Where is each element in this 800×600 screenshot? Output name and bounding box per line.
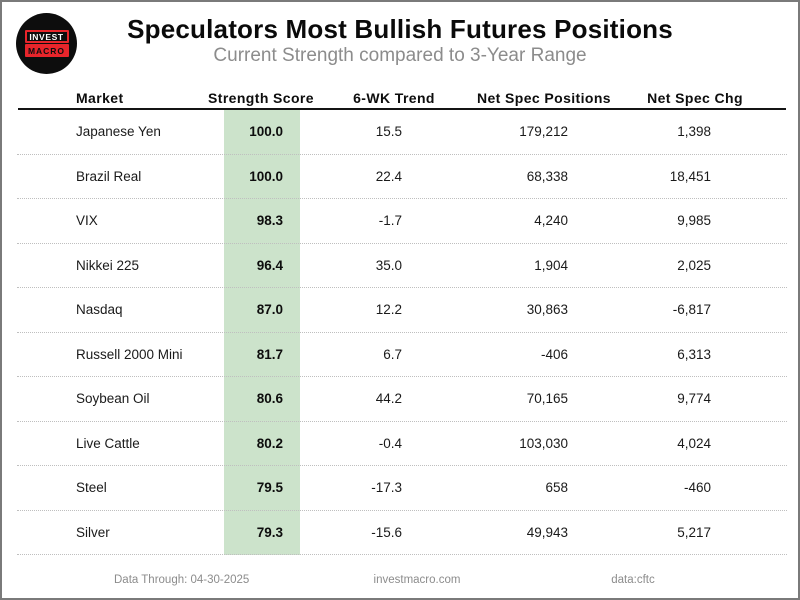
- table-row: Nasdaq 87.0 12.2 30,863 -6,817: [17, 288, 787, 333]
- net-spec-chg-cell: 6,313: [677, 346, 711, 362]
- strength-score-highlight-column: [224, 110, 300, 555]
- page-subtitle: Current Strength compared to 3-Year Rang…: [213, 45, 587, 66]
- logo-invest-text: INVEST: [24, 30, 69, 43]
- net-spec-chg-cell: 5,217: [677, 524, 711, 540]
- market-cell: Silver: [76, 524, 110, 540]
- market-cell: Steel: [76, 480, 107, 495]
- net-spec-positions-cell: 1,904: [534, 257, 568, 273]
- market-cell: Nasdaq: [76, 302, 123, 317]
- net-spec-positions-cell: 49,943: [526, 524, 568, 540]
- strength-score-cell: 79.3: [256, 524, 283, 540]
- net-spec-chg-cell: -460: [683, 480, 711, 495]
- net-spec-chg-cell: 1,398: [677, 124, 711, 139]
- table-row: Live Cattle 80.2 -0.4 103,030 4,024: [17, 422, 787, 466]
- table-header-row: Market Strength Score 6-WK Trend Net Spe…: [17, 88, 787, 108]
- strength-score-cell: 87.0: [256, 302, 283, 317]
- footer-data-source: data:cftc: [611, 574, 655, 586]
- net-spec-chg-cell: 2,025: [677, 257, 711, 273]
- trend-cell: 6.7: [383, 346, 402, 362]
- net-spec-positions-cell: 68,338: [526, 168, 568, 184]
- table-row: Steel 79.5 -17.3 658 -460: [17, 466, 787, 511]
- strength-score-cell: 80.6: [256, 391, 283, 406]
- strength-score-cell: 79.5: [256, 480, 283, 495]
- net-spec-chg-cell: 18,451: [669, 168, 711, 184]
- market-cell: VIX: [76, 213, 98, 228]
- footer-data-through: Data Through: 04-30-2025: [114, 574, 250, 586]
- table-row: Japanese Yen 100.0 15.5 179,212 1,398: [17, 110, 787, 155]
- net-spec-positions-cell: 179,212: [519, 124, 568, 139]
- table-body: Japanese Yen 100.0 15.5 179,212 1,398 Br…: [17, 110, 787, 555]
- strength-score-cell: 80.2: [256, 435, 283, 451]
- strength-score-cell: 100.0: [249, 124, 283, 139]
- net-spec-positions-cell: 103,030: [519, 435, 568, 451]
- trend-cell: 15.5: [375, 124, 402, 139]
- column-header-net-spec-positions: Net Spec Positions: [476, 90, 611, 106]
- investmacro-logo: INVEST MACRO: [16, 13, 77, 74]
- page-title: Speculators Most Bullish Futures Positio…: [127, 14, 673, 44]
- table-row: Silver 79.3 -15.6 49,943 5,217: [17, 511, 787, 555]
- table-row: Brazil Real 100.0 22.4 68,338 18,451: [17, 155, 787, 199]
- column-header-net-spec-chg: Net Spec Chg: [647, 90, 743, 106]
- trend-cell: 35.0: [375, 257, 402, 273]
- trend-cell: 44.2: [375, 391, 402, 406]
- trend-cell: -0.4: [378, 435, 402, 451]
- net-spec-positions-cell: 30,863: [526, 302, 568, 317]
- market-cell: Soybean Oil: [76, 391, 150, 406]
- strength-score-cell: 96.4: [256, 257, 283, 273]
- trend-cell: -15.6: [371, 524, 402, 540]
- market-cell: Japanese Yen: [76, 124, 161, 139]
- market-cell: Russell 2000 Mini: [76, 346, 183, 362]
- header-divider-line: [18, 108, 786, 110]
- net-spec-positions-cell: 4,240: [534, 213, 568, 228]
- trend-cell: -1.7: [378, 213, 402, 228]
- column-header-market: Market: [76, 90, 124, 106]
- strength-score-cell: 81.7: [256, 346, 283, 362]
- strength-score-cell: 98.3: [256, 213, 283, 228]
- market-cell: Brazil Real: [76, 168, 142, 184]
- strength-score-cell: 100.0: [249, 168, 283, 184]
- footer-website: investmacro.com: [373, 574, 461, 586]
- market-cell: Nikkei 225: [76, 257, 140, 273]
- table-row: VIX 98.3 -1.7 4,240 9,985: [17, 199, 787, 244]
- column-header-6wk-trend: 6-WK Trend: [353, 90, 435, 106]
- table-row: Russell 2000 Mini 81.7 6.7 -406 6,313: [17, 333, 787, 377]
- net-spec-chg-cell: 9,985: [677, 213, 711, 228]
- market-cell: Live Cattle: [76, 435, 140, 451]
- net-spec-positions-cell: 70,165: [526, 391, 568, 406]
- trend-cell: 22.4: [375, 168, 402, 184]
- net-spec-chg-cell: 4,024: [677, 435, 711, 451]
- net-spec-chg-cell: 9,774: [677, 391, 711, 406]
- column-header-strength-score: Strength Score: [208, 90, 314, 106]
- logo-macro-text: MACRO: [24, 44, 69, 57]
- net-spec-chg-cell: -6,817: [672, 302, 711, 317]
- net-spec-positions-cell: 658: [545, 480, 568, 495]
- net-spec-positions-cell: -406: [540, 346, 568, 362]
- trend-cell: 12.2: [375, 302, 402, 317]
- table-row: Nikkei 225 96.4 35.0 1,904 2,025: [17, 244, 787, 288]
- trend-cell: -17.3: [371, 480, 402, 495]
- table-row: Soybean Oil 80.6 44.2 70,165 9,774: [17, 377, 787, 422]
